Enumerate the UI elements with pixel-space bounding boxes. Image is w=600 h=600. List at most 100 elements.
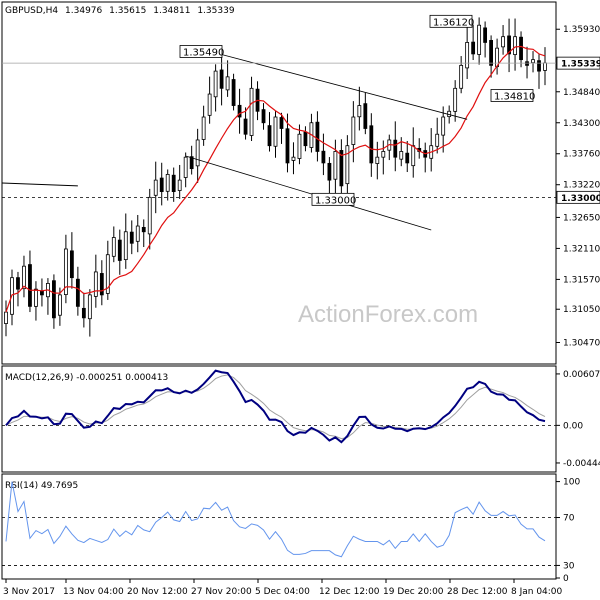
candle-body [105, 254, 110, 294]
candle-body [279, 117, 284, 129]
macd-line [5, 369, 546, 444]
candle-body [34, 288, 38, 307]
time-axis-tick-label: 3 Nov 2017 [3, 587, 55, 597]
annotation-label: 1.35490 [183, 47, 224, 58]
candle-body [58, 294, 62, 316]
candle-body [141, 226, 146, 233]
price-axis-highlight-label: 1.35339 [561, 60, 600, 70]
macd-panel-frame [1, 365, 557, 473]
ohlc-open: 1.34976 [65, 6, 102, 16]
channel-upper-line [221, 54, 468, 120]
candle-body [22, 265, 26, 290]
candle-body [315, 121, 320, 152]
candle-body [75, 278, 80, 307]
candle-body [483, 27, 488, 43]
candle-body [489, 40, 494, 66]
candle-body [525, 61, 529, 66]
candle-body [267, 125, 272, 147]
candle-body [519, 36, 523, 61]
annotation-box [429, 14, 473, 28]
candle-body [369, 125, 374, 164]
macd-signal-line [5, 374, 546, 440]
horizontal-segment-line [1, 182, 78, 187]
candle-body [453, 87, 458, 112]
candle-body [393, 139, 398, 158]
candle-body [477, 24, 482, 55]
candle-body [357, 105, 362, 118]
candle-body [111, 237, 116, 257]
candle-body [399, 151, 404, 160]
symbol-label: GBPUSD,H4 [5, 6, 58, 16]
candle-body [459, 64, 464, 89]
time-axis-tick-label: 19 Dec 20:00 [383, 587, 444, 597]
rsi-line [5, 481, 546, 558]
candle-body [375, 156, 380, 164]
candle-body [249, 87, 254, 136]
candle-body [195, 139, 200, 167]
candle-body [153, 179, 158, 196]
price-axis-highlight-label: 1.33000 [561, 194, 600, 204]
candle-body [52, 280, 56, 319]
candle-body [87, 294, 92, 320]
candle-body [28, 264, 32, 307]
price-axis-tick-label: 1.31050 [563, 305, 600, 315]
candle-body [321, 150, 326, 164]
time-axis-tick-label: 8 Jan 04:00 [511, 587, 563, 597]
candle-body [219, 69, 224, 89]
chart-header: GBPUSD,H4 1.34976 1.35615 1.34811 1.3533… [5, 6, 235, 16]
candle-body [411, 145, 416, 167]
candle-body [207, 93, 212, 116]
price-axis-tick-label: 1.33220 [563, 181, 600, 191]
candle-body [471, 41, 476, 55]
ohlc-high: 1.35615 [109, 6, 146, 16]
axis-layer: 1.35930 1.34840 1.34300 1.33760 1.33220 1.326… [3, 25, 600, 597]
annotation-box [490, 89, 534, 102]
candle-body [333, 151, 338, 180]
candle-body [129, 231, 134, 244]
candle-body [345, 145, 350, 185]
candle-body [381, 151, 386, 158]
channel-lower-line [185, 155, 432, 231]
moving-average-line [5, 45, 546, 313]
candle-body [303, 131, 308, 147]
price-axis-tick-label: 1.34840 [563, 88, 600, 98]
ohlc-low: 1.34811 [153, 6, 190, 16]
candle-body [213, 70, 218, 98]
candle-body [171, 174, 176, 193]
time-axis-tick-label: 13 Nov 04:00 [63, 587, 124, 597]
ohlc-close: 1.35339 [197, 6, 234, 16]
candle-body [40, 290, 44, 296]
price-axis-tick-label: 1.32110 [563, 244, 600, 254]
candle-body [351, 116, 356, 145]
macd-axis-tick-label: -0.004441 [563, 459, 600, 469]
rsi-panel-frame [1, 473, 557, 580]
time-axis-tick-label: 12 Dec 12:00 [319, 587, 380, 597]
candle-body [297, 133, 302, 159]
candle-body [327, 162, 332, 181]
candle-body [225, 76, 230, 91]
candle-body [159, 177, 164, 193]
candle-body [273, 116, 278, 147]
candle-body [537, 60, 541, 72]
candle-body [183, 156, 188, 178]
candle-body [165, 173, 170, 192]
price-axis-tick-label: 1.33760 [563, 150, 600, 160]
annotation-box [179, 45, 223, 58]
candle-body [147, 196, 152, 235]
candle-body [243, 118, 248, 135]
macd-axis-tick-label: 0.00 [563, 421, 583, 431]
candle-body [531, 59, 535, 64]
candle-body [465, 42, 470, 69]
candle-body [405, 152, 410, 164]
rsi-axis-tick-label: 30 [563, 561, 575, 571]
candle-body [543, 62, 547, 71]
candle-body [285, 128, 290, 164]
annotation-box [311, 192, 355, 206]
candle-body [363, 103, 368, 129]
candle-body [117, 239, 122, 261]
candle-body [513, 36, 517, 55]
candle-body [93, 271, 98, 297]
time-axis-tick-label: 20 Nov 12:00 [127, 587, 188, 597]
candle-body [441, 116, 446, 136]
